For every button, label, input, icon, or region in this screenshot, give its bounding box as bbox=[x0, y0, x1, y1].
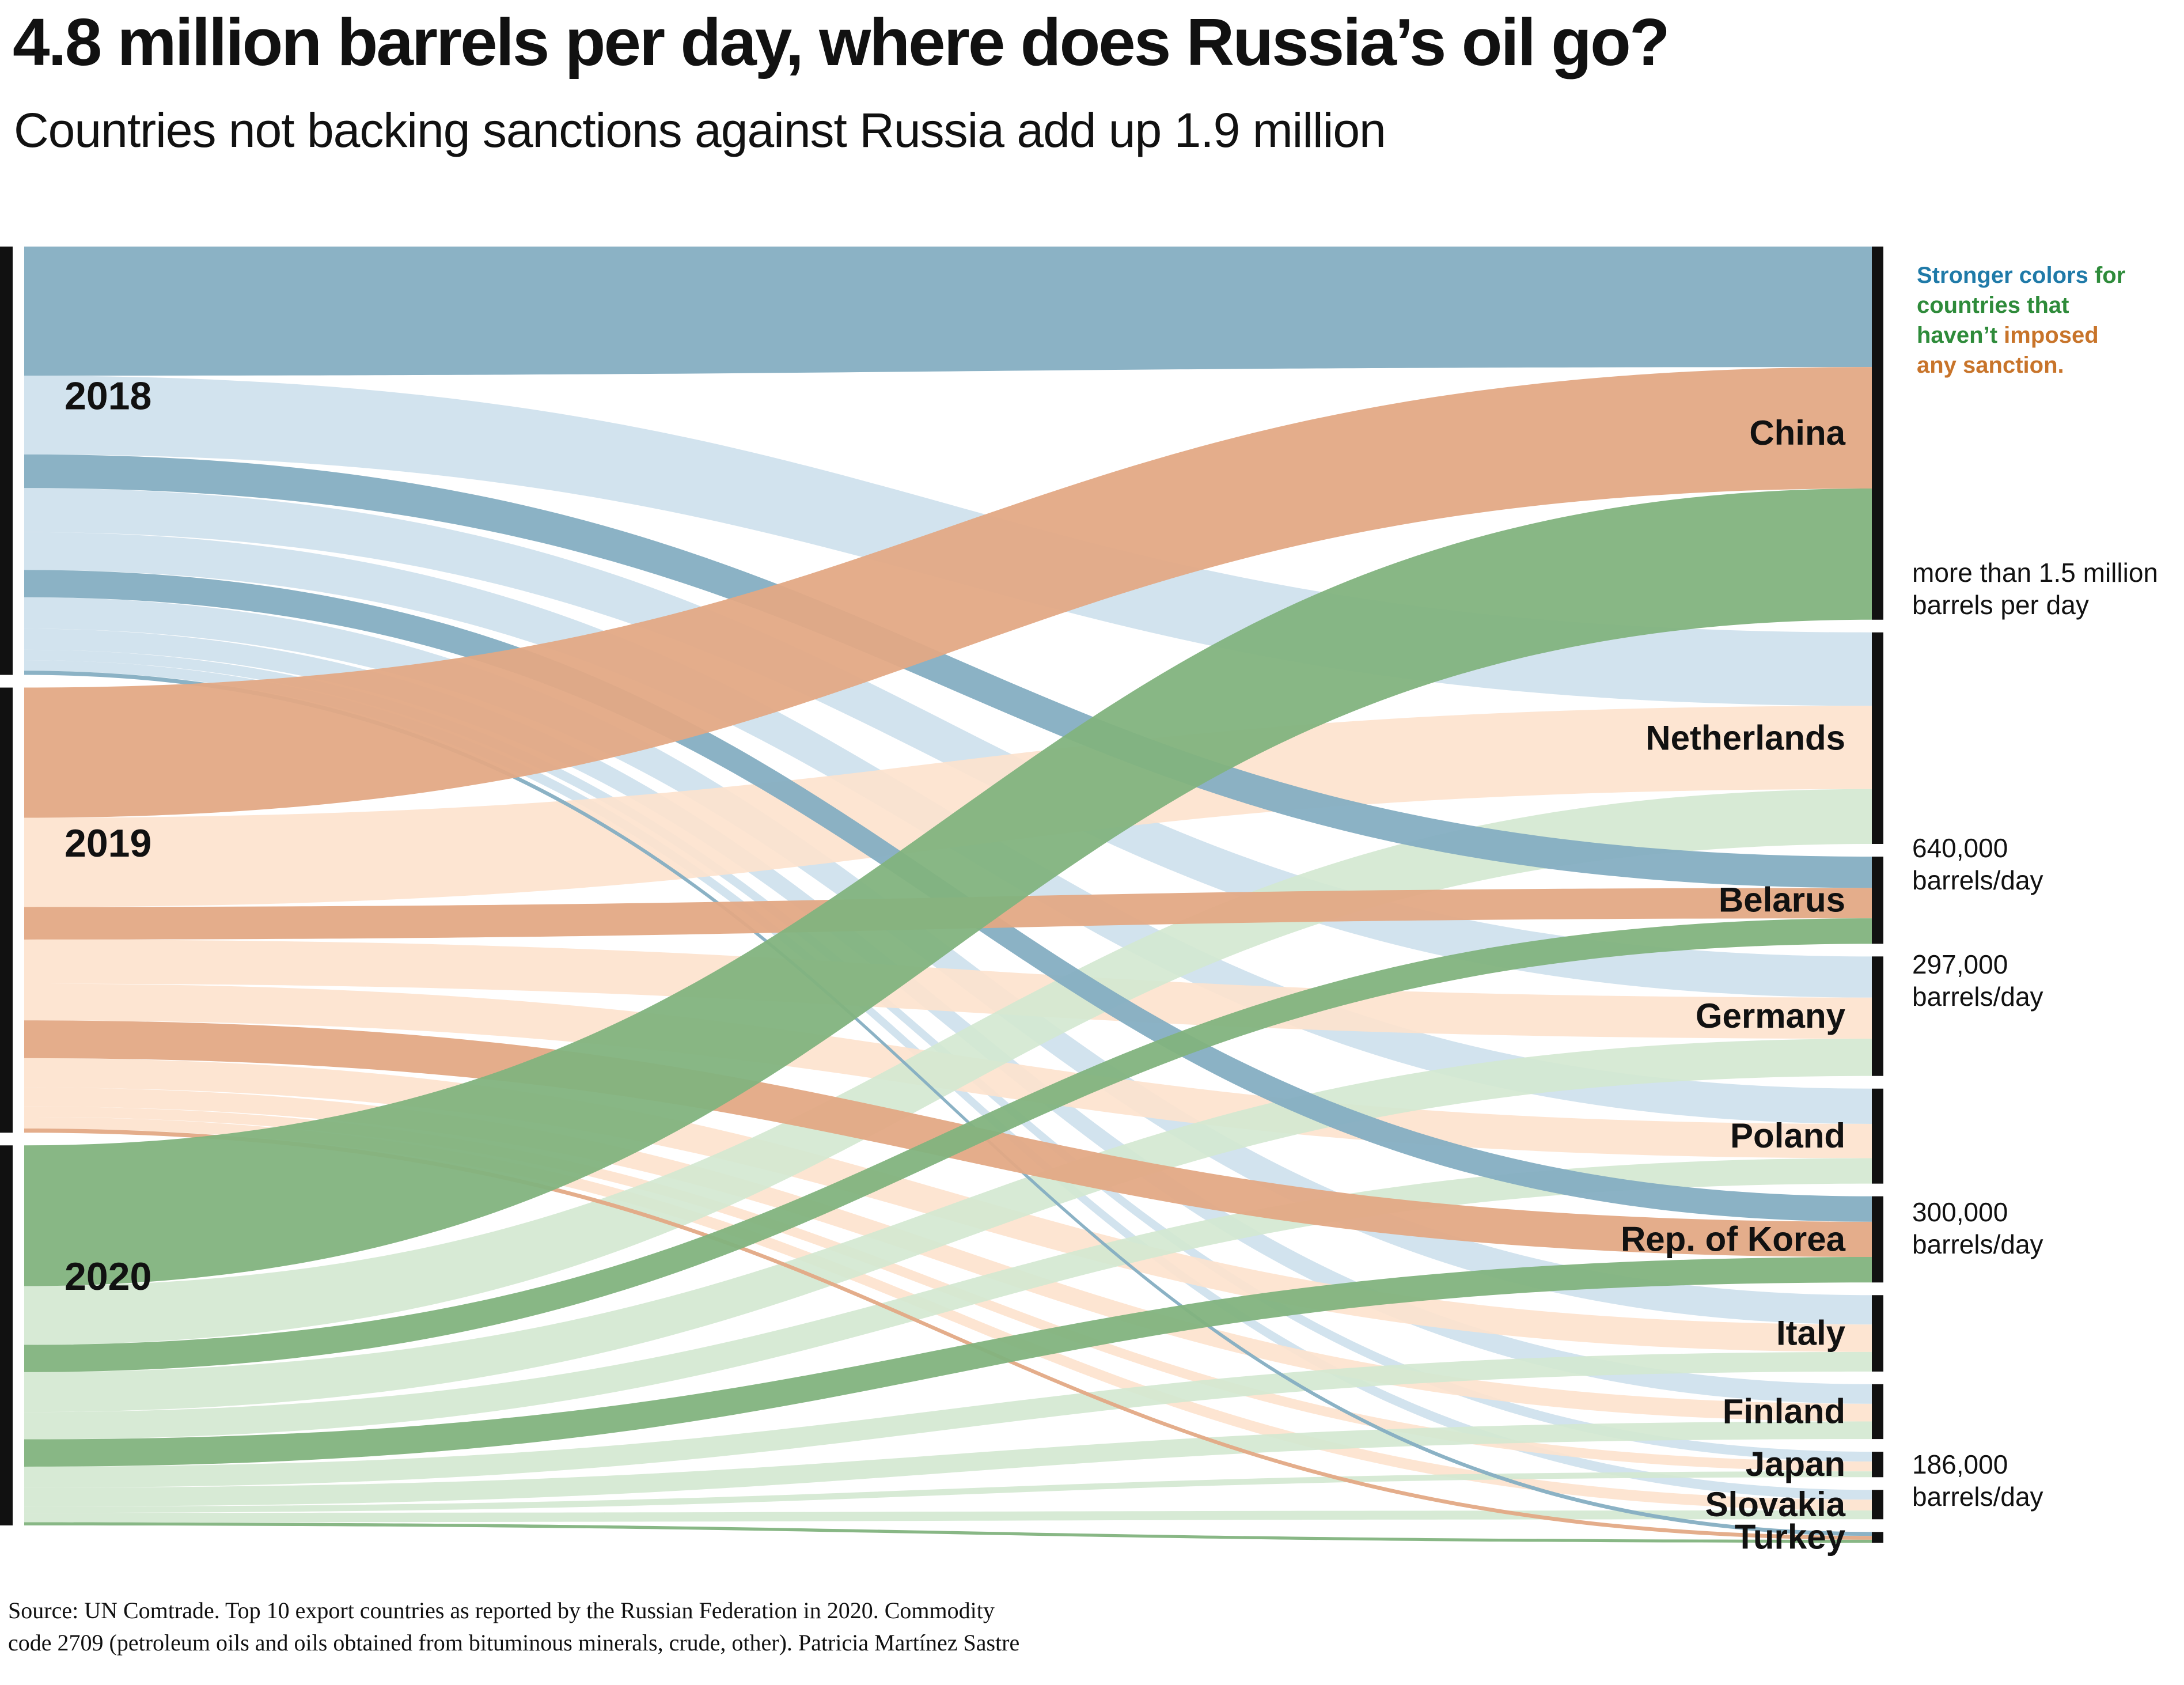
scale-label-5-line-1: 186,000 bbox=[1912, 1449, 2008, 1479]
source-line-2: code 2709 (petroleum oils and oils obtai… bbox=[8, 1630, 1020, 1656]
legend-for-countries: for countries that bbox=[1917, 263, 2126, 318]
flow-2020-belarus bbox=[24, 918, 1872, 1372]
scale-label-1-line-2: barrels per day bbox=[1912, 590, 2089, 620]
flow-2019-slovakia bbox=[24, 1116, 1872, 1510]
country-label-rep-of-korea: Rep. of Korea bbox=[1621, 1220, 1846, 1258]
flow-2019-china bbox=[24, 367, 1872, 818]
country-bar-italy bbox=[1872, 1295, 1883, 1372]
country-bar-turkey bbox=[1872, 1532, 1883, 1543]
flow-2019-germany bbox=[24, 939, 1872, 1039]
scale-label-5-line-2: barrels/day bbox=[1912, 1482, 2043, 1512]
year-label-2019: 2019 bbox=[65, 821, 151, 865]
legend-havent: haven’t bbox=[1917, 323, 1998, 348]
year-bar-2020 bbox=[0, 1145, 13, 1525]
legend-any-sanction: any sanction. bbox=[1917, 353, 2064, 378]
country-label-germany: Germany bbox=[1696, 997, 1846, 1035]
year-label-2020: 2020 bbox=[65, 1255, 151, 1298]
scale-label-2-line-1: 640,000 bbox=[1912, 833, 2008, 863]
flow-2019-netherlands bbox=[24, 706, 1872, 907]
country-label-belarus: Belarus bbox=[1719, 881, 1845, 919]
country-bar-slovakia bbox=[1872, 1490, 1883, 1520]
flow-2020-slovakia bbox=[24, 1510, 1872, 1523]
chart-subtitle: Countries not backing sanctions against … bbox=[14, 103, 1386, 157]
year-bar-2018 bbox=[0, 247, 13, 675]
source-note: Source: UN Comtrade. Top 10 export count… bbox=[8, 1595, 1019, 1659]
year-label-2018: 2018 bbox=[65, 374, 151, 418]
flow-2018-turkey bbox=[24, 671, 1872, 1536]
flow-group bbox=[24, 247, 1872, 1543]
flow-2020-turkey bbox=[24, 1522, 1872, 1543]
country-label-finland: Finland bbox=[1723, 1392, 1845, 1430]
flow-2020-china bbox=[24, 488, 1872, 1286]
flow-2020-germany bbox=[24, 1039, 1872, 1413]
scale-label-4-line-1: 300,000 bbox=[1912, 1197, 2008, 1227]
flow-2018-finland bbox=[24, 628, 1872, 1404]
flow-2018-germany bbox=[24, 488, 1872, 998]
year-bar-2019 bbox=[0, 687, 13, 1133]
country-label-netherlands: Netherlands bbox=[1645, 718, 1845, 757]
scale-label-4-line-2: barrels/day bbox=[1912, 1229, 2043, 1259]
country-bar-belarus bbox=[1872, 857, 1883, 944]
country-bar-rep-of-korea bbox=[1872, 1196, 1883, 1283]
flow-2020-netherlands bbox=[24, 789, 1872, 1345]
scale-label-3-line-1: 297,000 bbox=[1912, 949, 2008, 979]
flow-2020-italy bbox=[24, 1351, 1872, 1488]
flow-2018-belarus bbox=[24, 454, 1872, 888]
country-label-japan: Japan bbox=[1746, 1445, 1845, 1483]
chart-title: 4.8 million barrels per day, where does … bbox=[13, 5, 1670, 79]
flow-2018-italy bbox=[24, 597, 1872, 1325]
flow-2020-rep-of-korea bbox=[24, 1257, 1872, 1467]
bar-group bbox=[0, 247, 1883, 1543]
scale-label-1-line-1: more than 1.5 million bbox=[1912, 558, 2158, 588]
flow-2019-italy bbox=[24, 1058, 1872, 1352]
flow-2020-poland bbox=[24, 1158, 1872, 1440]
source-line-1: Source: UN Comtrade. Top 10 export count… bbox=[8, 1597, 995, 1623]
country-bar-poland bbox=[1872, 1088, 1883, 1184]
legend-stronger-colors: Stronger colors bbox=[1917, 263, 2088, 288]
flow-2019-turkey bbox=[24, 1128, 1872, 1540]
country-label-poland: Poland bbox=[1730, 1116, 1845, 1155]
country-label-slovakia: Slovakia bbox=[1705, 1485, 1846, 1524]
legend: Stronger colors for countries that haven… bbox=[1917, 260, 2184, 380]
scale-label-2-line-2: barrels/day bbox=[1912, 865, 2043, 895]
label-group: 2018 2019 2020 China Netherlands Belarus Germa… bbox=[65, 374, 2158, 1557]
country-label-china: China bbox=[1749, 414, 1845, 452]
country-bar-japan bbox=[1872, 1452, 1883, 1478]
country-label-turkey: Turkey bbox=[1735, 1518, 1846, 1557]
country-label-italy: Italy bbox=[1776, 1314, 1846, 1353]
country-bar-finland bbox=[1872, 1384, 1883, 1440]
scale-label-3-line-2: barrels/day bbox=[1912, 982, 2043, 1012]
flow-2018-china bbox=[24, 247, 1872, 376]
country-bar-germany bbox=[1872, 956, 1883, 1076]
country-bar-china bbox=[1872, 247, 1883, 620]
legend-imposed: imposed bbox=[1997, 323, 2099, 348]
flow-2020-japan bbox=[24, 1471, 1872, 1513]
flow-2019-finland bbox=[24, 1087, 1872, 1422]
country-bar-netherlands bbox=[1872, 632, 1883, 844]
